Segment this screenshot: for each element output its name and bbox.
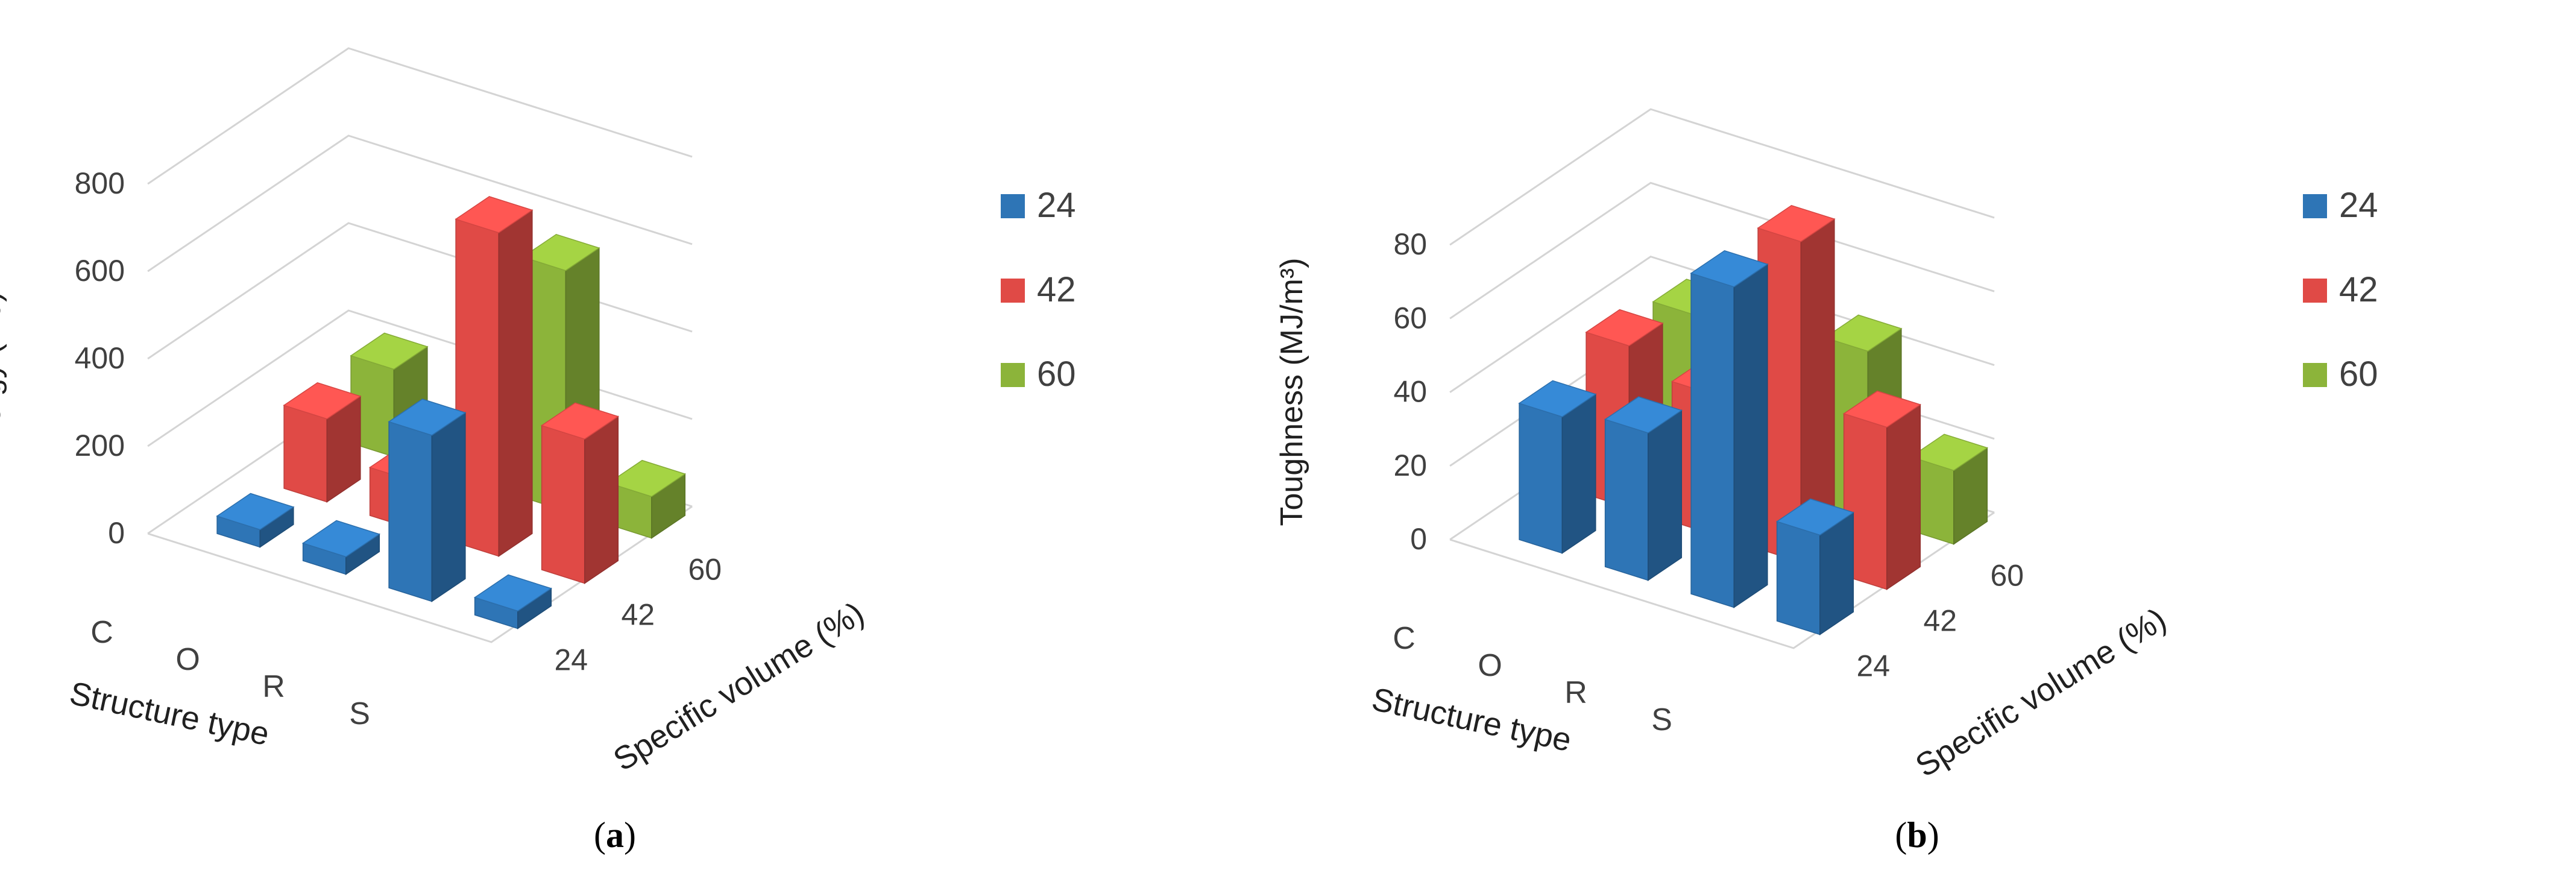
legend-swatch: [1001, 279, 1025, 303]
legend-swatch: [2303, 363, 2327, 387]
gridline: [147, 47, 693, 185]
bar-C-42: [283, 382, 362, 503]
legend-swatch: [2303, 194, 2327, 218]
bar-R-24: [388, 399, 467, 602]
y-tick-label: 800: [75, 166, 125, 200]
depth-tick-label: 24: [1856, 649, 1890, 683]
panel-label: (a): [594, 815, 636, 855]
bar-S-42: [540, 402, 620, 584]
legend: 24 42 60: [1001, 186, 1076, 394]
y-tick-label: 0: [108, 516, 125, 550]
depth-tick-label: 24: [554, 643, 588, 677]
bar-C-24: [216, 493, 295, 548]
y-tick-label: 20: [1393, 449, 1427, 482]
y-tick-label: 0: [1410, 522, 1427, 556]
legend-label: 42: [1037, 270, 1076, 309]
floor-edge: [1449, 511, 1995, 649]
legend-label: 60: [2339, 355, 2378, 394]
x-tick-label: C: [1393, 621, 1416, 656]
y-tick-label: 60: [1393, 301, 1427, 335]
x-tick-label: C: [90, 615, 113, 650]
x-tick-label: O: [1478, 648, 1502, 683]
floor-edge: [147, 505, 693, 643]
legend-label: 42: [2339, 270, 2378, 309]
bar-S-42: [1842, 390, 1922, 590]
chart-panel-b: 0 20 40 60 80 C O R S 24 42 60 Toughness (MJ/m³) Stru…: [1274, 108, 2378, 855]
chart-panel-a: 0 200 400 600 800 C O R S 24 42 60 Energy (mJ) Struct…: [0, 47, 1076, 855]
gridline: [147, 134, 693, 273]
depth-tick-label: 42: [1923, 604, 1957, 638]
depth-tick-label: 42: [621, 598, 655, 632]
bar-S-60: [607, 459, 687, 539]
x-tick-label: S: [1651, 702, 1672, 737]
y-axis-title: Energy (mJ): [0, 291, 7, 462]
gridline: [1449, 181, 1995, 320]
bar-R-42: [1757, 204, 1836, 563]
x-tick-label: R: [1564, 675, 1587, 710]
depth-tick-label: 60: [1990, 559, 2024, 593]
gridline: [147, 222, 693, 360]
bar-S-60: [1909, 433, 1989, 545]
y-tick-label: 200: [75, 429, 125, 462]
x-axis-title: Structure type: [66, 675, 272, 753]
y-axis-title: Toughness (MJ/m³): [1274, 258, 1309, 526]
y-tick-label: 400: [75, 341, 125, 375]
bar-O-24: [301, 520, 381, 575]
legend-swatch: [1001, 194, 1025, 218]
x-tick-label: S: [349, 696, 370, 731]
gridline: [1449, 108, 1995, 246]
panel-label: (b): [1895, 815, 1939, 855]
bar-S-24: [1775, 498, 1855, 635]
legend-label: 24: [2339, 186, 2378, 225]
bar-C-24: [1518, 380, 1597, 554]
y-tick-label: 80: [1393, 227, 1427, 261]
bar-R-42: [455, 196, 534, 557]
bar-O-24: [1604, 396, 1683, 581]
legend-swatch: [2303, 279, 2327, 303]
legend: 24 42 60: [2303, 186, 2378, 394]
legend-swatch: [1001, 363, 1025, 387]
legend-label: 60: [1037, 355, 1076, 394]
legend-label: 24: [1037, 186, 1076, 225]
x-tick-label: R: [262, 669, 285, 704]
x-axis-title: Structure type: [1368, 681, 1574, 759]
y-tick-label: 40: [1393, 375, 1427, 409]
bar-R-24: [1690, 250, 1769, 608]
bar-S-24: [473, 574, 553, 629]
depth-tick-label: 60: [688, 553, 722, 587]
x-tick-label: O: [175, 642, 200, 677]
y-tick-label: 600: [75, 254, 125, 288]
